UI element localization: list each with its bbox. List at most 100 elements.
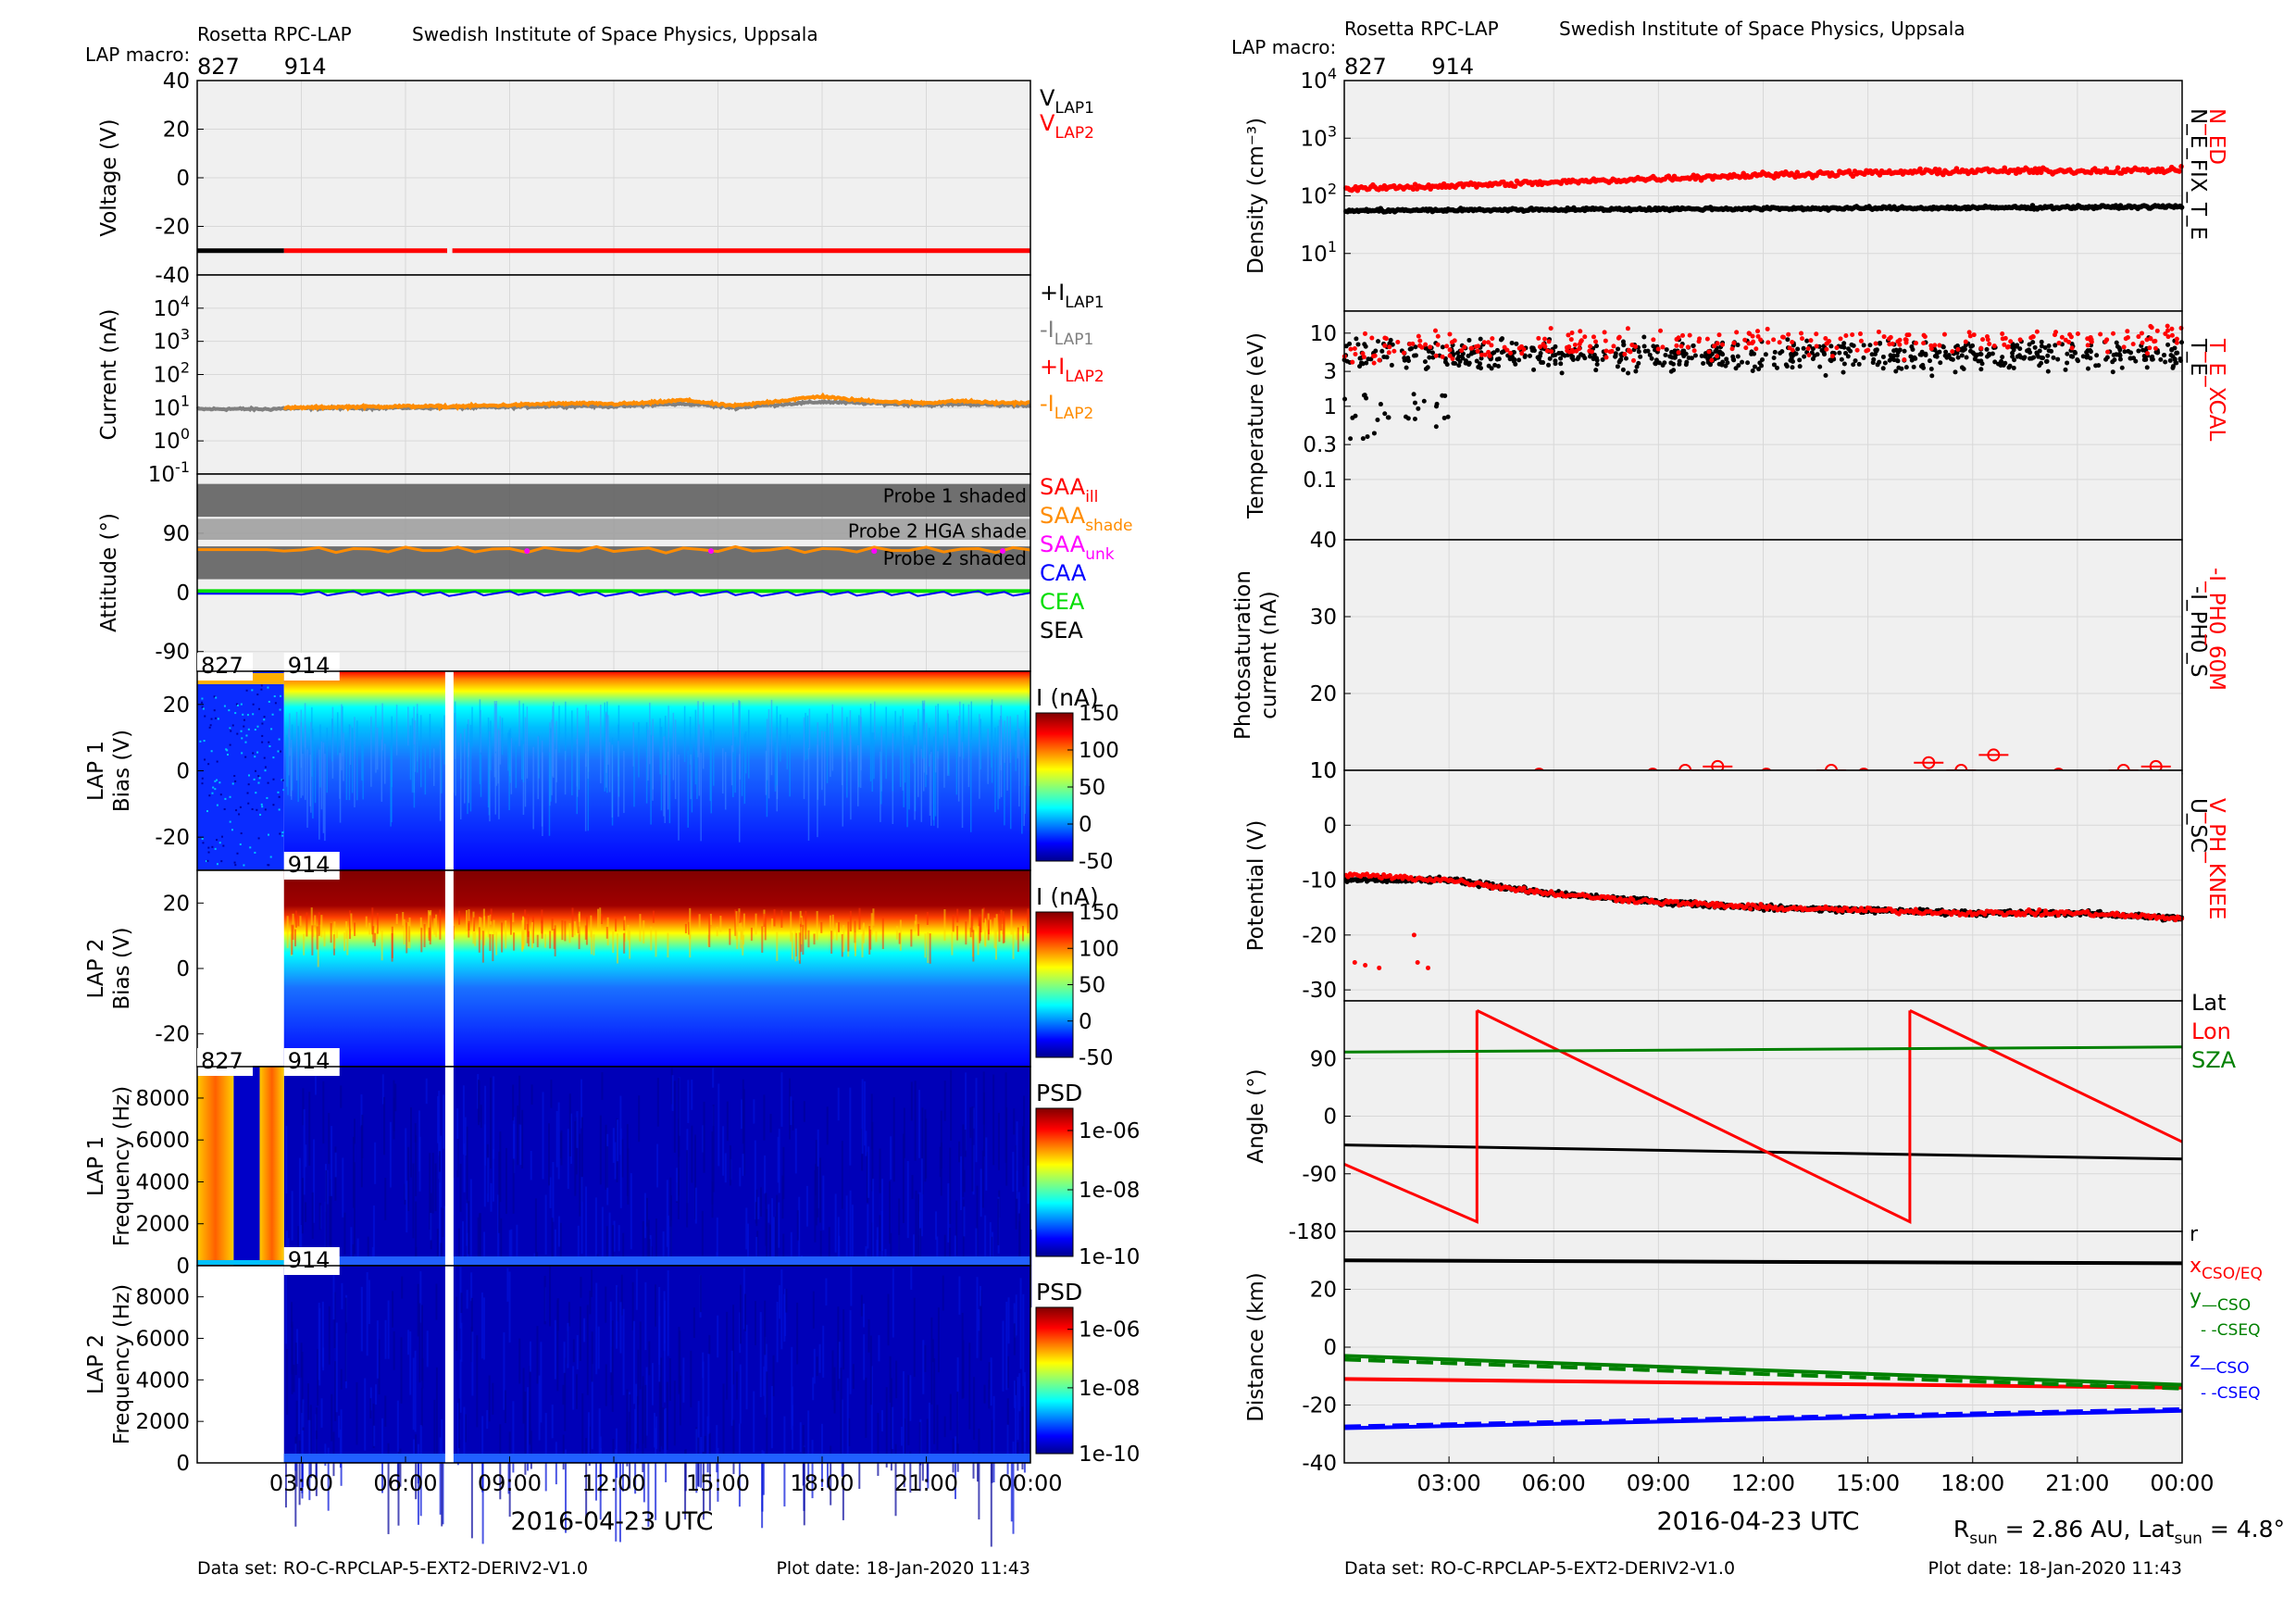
lap1-bias-noise xyxy=(244,756,247,758)
lap1-bias-streak xyxy=(443,715,445,765)
lap2-bias-streak xyxy=(473,917,476,931)
lap1-bias-noise xyxy=(210,718,213,720)
lap2-bias-streak xyxy=(952,914,955,932)
temperature-series-1-point xyxy=(1950,349,1955,355)
colorbar-tick-label: -50 xyxy=(1079,1046,1114,1070)
temperature-series-0-point xyxy=(2085,366,2090,371)
temperature-series-0-point xyxy=(2174,360,2179,366)
temperature-series-1-point xyxy=(1508,350,1514,356)
lap1-bias-noise xyxy=(270,728,273,731)
temperature-series-1-point xyxy=(1753,346,1759,352)
temperature-series-0-point xyxy=(1802,354,1807,359)
lap2_psd-texture xyxy=(831,1350,834,1400)
density-series-0-point xyxy=(1850,173,1856,180)
y-tick-label: 101 xyxy=(1301,238,1337,267)
lap2-bias-streak xyxy=(698,914,701,930)
lap1-bias-streak xyxy=(650,734,652,825)
temperature-series-1-point xyxy=(1607,349,1613,355)
lap2_psd-texture xyxy=(376,1320,379,1379)
lap1-bias-streak xyxy=(732,737,734,798)
temperature-series-1-point xyxy=(1758,337,1764,343)
lap1_psd-texture xyxy=(826,1106,829,1145)
lap1-bias-noise xyxy=(277,791,280,793)
temperature-legend-0: T_E xyxy=(2186,338,2210,376)
lap2-bias-streak xyxy=(427,910,430,939)
temperature-series-0-point xyxy=(1691,343,1696,348)
lap2-bias-main-fill xyxy=(283,870,1030,1067)
lap1_psd-texture xyxy=(677,1168,680,1219)
lap2_psd-texture xyxy=(803,1447,805,1526)
lap1_psd-texture xyxy=(409,1107,412,1178)
lap2-bias-streak xyxy=(639,914,642,942)
lap2_psd-texture xyxy=(615,1449,618,1542)
temperature-series-0-point xyxy=(1959,365,1965,370)
lap2-bias-streak xyxy=(914,920,917,931)
lap1-bias-streak xyxy=(846,717,848,798)
lap2_psd-texture xyxy=(651,1363,654,1405)
lap1-bias-noise xyxy=(264,808,267,811)
lap1-bias-streak xyxy=(710,731,712,814)
y-tick-label: 8000 xyxy=(135,1286,190,1310)
lap2_psd-texture xyxy=(743,1293,746,1331)
lap2_psd-ylabel-2: Frequency (Hz) xyxy=(110,1284,134,1444)
temperature-series-1-point xyxy=(1362,331,1367,336)
lap2-bias-streak xyxy=(482,908,485,931)
lap2_psd-texture xyxy=(654,1284,656,1327)
lap2_psd-texture xyxy=(813,1348,816,1384)
temperature-series-0-point xyxy=(2045,369,2051,374)
attitude-legend-2: SAAunk xyxy=(1040,531,1115,564)
lap2-bias-streak xyxy=(474,931,477,946)
temperature-series-0-point xyxy=(1903,365,1909,370)
temperature-series-1-point xyxy=(2152,338,2158,344)
lap2_psd-texture xyxy=(316,1407,318,1440)
lap1_psd-texture xyxy=(512,1158,515,1214)
temperature-series-0-point xyxy=(1427,355,1432,360)
lap1-bias-noise xyxy=(260,684,263,687)
lap1_psd-texture xyxy=(462,1085,465,1155)
temperature-series-0-point xyxy=(1979,361,1985,367)
temperature-series-1-point xyxy=(1991,344,1997,349)
attitude-saa-unk-marker-2 xyxy=(871,548,878,555)
y-tick-label: 2000 xyxy=(135,1213,190,1237)
photosat-series-1-marker xyxy=(1987,748,2001,762)
lap1-bias-streak xyxy=(515,741,518,789)
lap1-bias-noise xyxy=(267,781,269,784)
temperature-series-0-point xyxy=(2114,340,2119,345)
temperature-series-0-point xyxy=(1634,364,1640,369)
lap2-bias-streak xyxy=(791,932,793,960)
temperature-series-1-point xyxy=(1697,336,1703,342)
lap1-bias-noise xyxy=(209,724,212,727)
lap1-bias-noise xyxy=(268,833,270,836)
lap2_psd-texture xyxy=(943,1416,946,1438)
lap1_psd-texture xyxy=(498,1151,501,1233)
y-tick-label: 0 xyxy=(176,167,190,191)
temperature-series-1-point xyxy=(1447,353,1453,358)
lap1_psd-texture xyxy=(701,1210,704,1256)
lap1-bias-streak xyxy=(917,708,919,797)
lap1_psd-texture xyxy=(694,1187,697,1224)
lap2-bias-streak xyxy=(316,926,318,950)
lap2_psd-texture xyxy=(708,1334,711,1355)
temperature-series-0-point xyxy=(1745,360,1751,366)
lap2_psd-texture xyxy=(512,1401,515,1473)
temperature-series-1-point xyxy=(1459,348,1465,354)
lap1-bias-noise xyxy=(210,750,213,753)
lap2-bias-streak xyxy=(291,924,293,956)
temperature-series-1-point xyxy=(2174,336,2179,342)
lap1-bias-streak xyxy=(439,740,442,821)
lap1_psd-texture xyxy=(519,1124,522,1166)
temperature-series-1-point xyxy=(2139,331,2144,336)
current-legend-2: +ILAP2 xyxy=(1040,354,1104,386)
temperature-series-1-point xyxy=(1360,351,1366,356)
temperature-series-1-point xyxy=(1955,346,1961,352)
lap2-bias-streak xyxy=(979,914,981,943)
lap2-bias-streak xyxy=(978,915,980,927)
lap2-bias-streak xyxy=(468,923,470,938)
lap1-bias-streak xyxy=(774,742,777,792)
lap1-bias-noise xyxy=(261,722,264,725)
lap2_psd-texture xyxy=(364,1378,367,1451)
lap1_psd-texture xyxy=(415,1135,418,1196)
lap1-bias-noise xyxy=(267,686,269,689)
lap1-bias-noise xyxy=(243,725,245,728)
lap2_psd-texture xyxy=(419,1271,422,1323)
